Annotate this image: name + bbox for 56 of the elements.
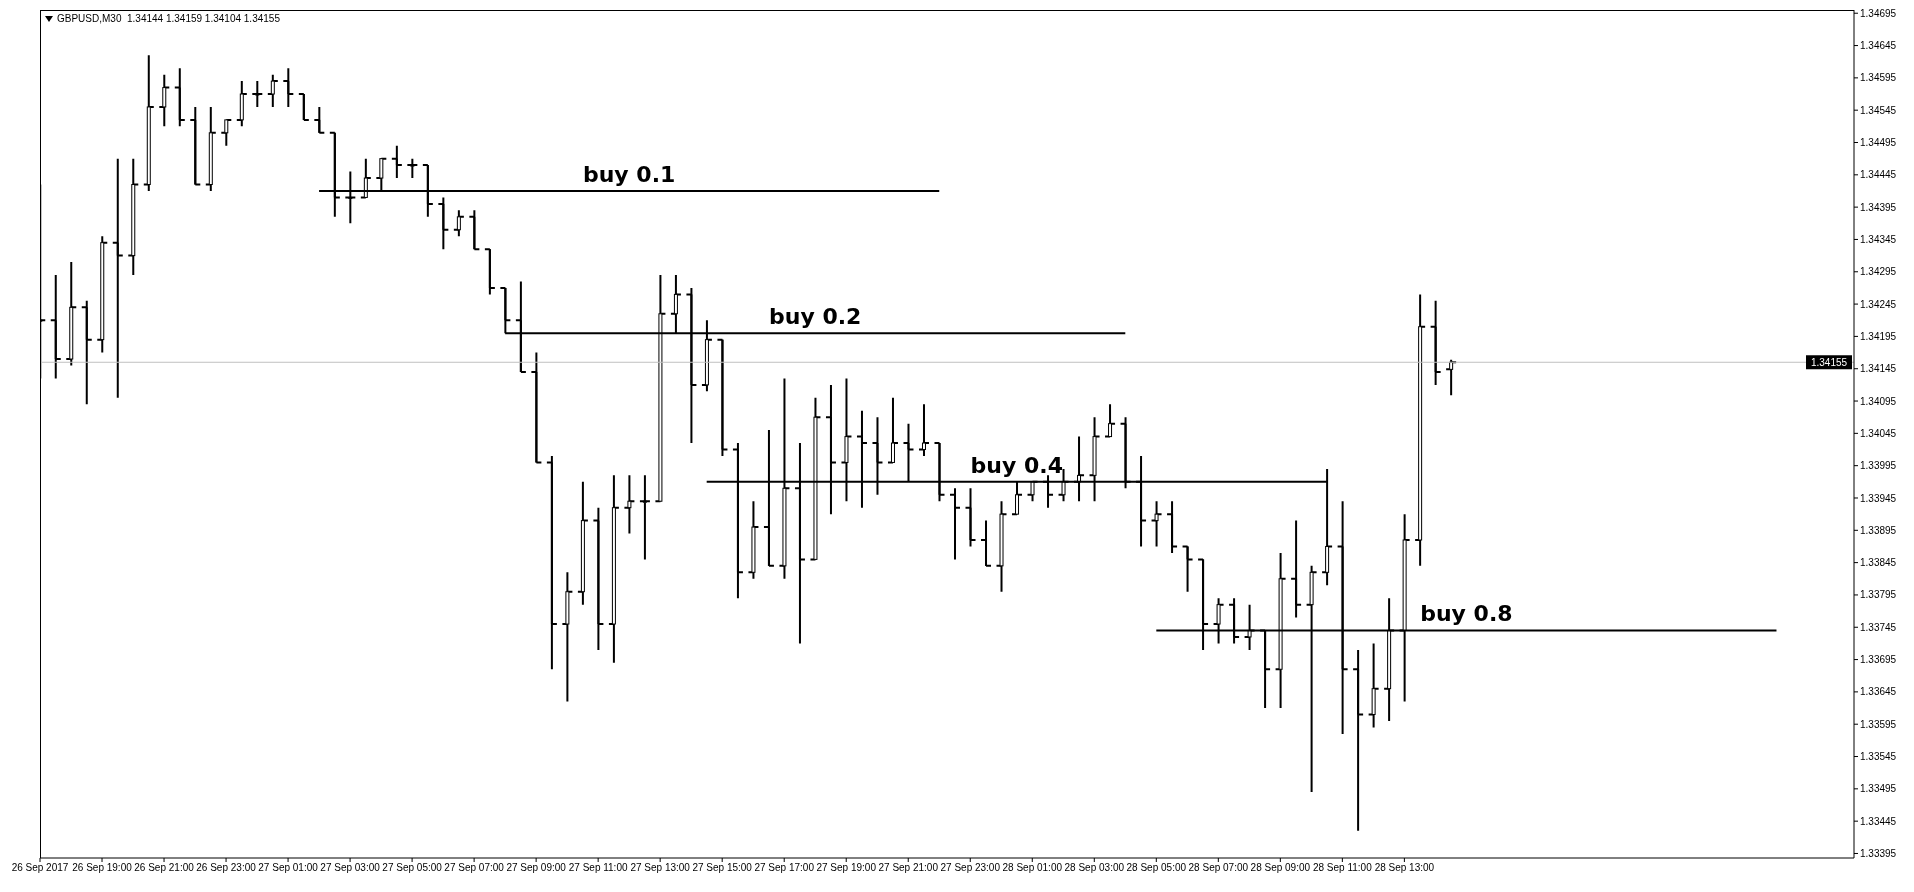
y-tick-label: 1.33595: [1860, 718, 1897, 730]
x-tick-label: 28 Sep 11:00: [1312, 862, 1373, 874]
y-tick-label: 1.33645: [1860, 686, 1897, 698]
x-tick-label: 28 Sep 01:00: [1002, 862, 1063, 874]
series-label: buy 0.1: [582, 161, 676, 187]
y-tick-label: 1.34445: [1860, 169, 1897, 181]
x-tick-label: 26 Sep 21:00: [134, 862, 195, 874]
series-label: buy 0.2: [769, 304, 862, 330]
x-tick-label: 27 Sep 21:00: [878, 862, 939, 874]
y-tick-label: 1.34595: [1860, 72, 1897, 84]
y-tick-label: 1.34395: [1860, 201, 1897, 213]
x-tick-label: 26 Sep 2017: [11, 862, 69, 874]
y-tick-label: 1.33845: [1860, 557, 1897, 569]
x-tick-label: 27 Sep 17:00: [754, 862, 815, 874]
x-tick-label: 27 Sep 19:00: [816, 862, 877, 874]
y-tick-label: 1.34545: [1860, 104, 1897, 116]
x-tick-label: 26 Sep 19:00: [72, 862, 133, 874]
x-tick-label: 27 Sep 05:00: [382, 862, 443, 874]
legend-label: buy 0.4: [970, 452, 1063, 478]
x-tick-label: 27 Sep 13:00: [630, 862, 691, 874]
y-tick-label: 1.33545: [1860, 751, 1897, 763]
series-label: buy 0.8: [1420, 601, 1513, 627]
y-tick-label: 1.34195: [1860, 330, 1897, 342]
y-tick-label: 1.34295: [1860, 266, 1897, 278]
y-tick-label: 1.34045: [1860, 427, 1897, 439]
y-tick-label: 1.34345: [1860, 234, 1897, 245]
y-tick-label: 1.33695: [1860, 654, 1897, 666]
y-tick-label: 1.33445: [1860, 815, 1897, 827]
x-tick-label: 28 Sep 03:00: [1064, 862, 1125, 874]
y-tick-label: 1.34495: [1860, 137, 1897, 149]
x-tick-label: 27 Sep 11:00: [568, 862, 628, 874]
y-tick-label: 1.34245: [1860, 298, 1897, 310]
x-tick-label: 27 Sep 15:00: [692, 862, 753, 874]
x-tick-label: 26 Sep 23:00: [196, 862, 257, 874]
chart-title: GBPUSD,M30 1.34144 1.34159 1.34104 1.34155: [57, 13, 280, 24]
x-tick-label: 27 Sep 01:00: [258, 862, 319, 874]
y-tick-label: 1.33745: [1860, 621, 1897, 633]
y-tick-label: 1.33395: [1860, 848, 1897, 860]
y-tick-label: 1.34095: [1860, 395, 1897, 407]
y-tick-label: 1.34145: [1860, 363, 1897, 375]
ref-line-label: 1.34155: [1810, 357, 1848, 369]
x-tick-label: 27 Sep 07:00: [444, 862, 505, 874]
x-tick-label: 27 Sep 23:00: [940, 862, 1001, 874]
x-tick-label: 27 Sep 03:00: [320, 862, 381, 874]
y-tick-label: 1.33795: [1860, 589, 1897, 601]
y-tick-label: 1.33995: [1860, 460, 1897, 472]
x-tick-label: 27 Sep 09:00: [506, 862, 567, 874]
x-tick-label: 28 Sep 09:00: [1250, 862, 1311, 874]
y-tick-label: 1.33495: [1860, 783, 1897, 795]
x-tick-label: 28 Sep 05:00: [1126, 862, 1187, 874]
x-tick-label: 28 Sep 07:00: [1188, 862, 1249, 874]
y-tick-label: 1.33895: [1860, 524, 1897, 536]
x-tick-label: 28 Sep 13:00: [1374, 862, 1435, 874]
y-tick-label: 1.33945: [1860, 492, 1897, 504]
y-tick-label: 1.34645: [1860, 40, 1897, 52]
y-tick-label: 1.34695: [1860, 7, 1897, 19]
